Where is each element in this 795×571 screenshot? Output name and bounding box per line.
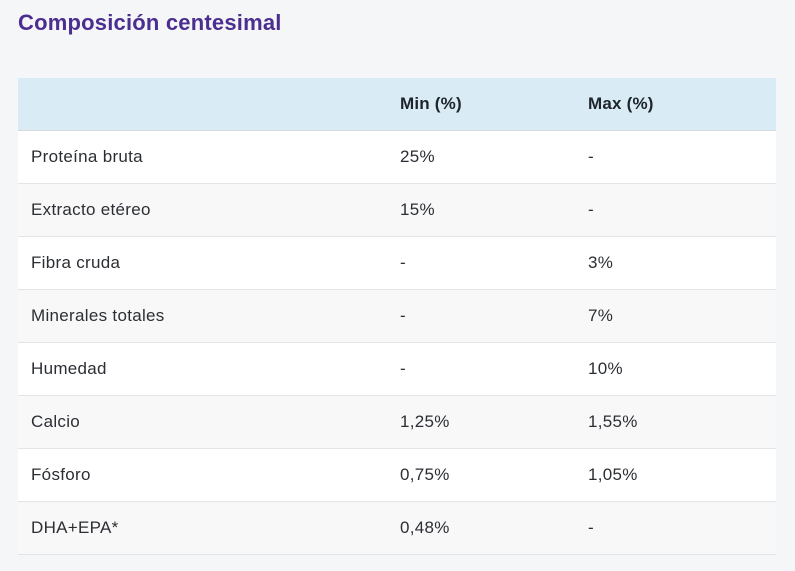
table-body: Proteína bruta 25% - Extracto etéreo 15%… (18, 130, 776, 555)
row-max: - (588, 501, 776, 555)
row-min: - (400, 236, 588, 290)
row-min: - (400, 289, 588, 343)
row-min: 25% (400, 130, 588, 184)
table-row: Extracto etéreo 15% - (18, 183, 776, 237)
header-cell-label (18, 78, 400, 131)
row-max: - (588, 130, 776, 184)
row-max: 1,05% (588, 448, 776, 502)
row-label: Minerales totales (18, 289, 400, 343)
row-min: 0,75% (400, 448, 588, 502)
table-row: Calcio 1,25% 1,55% (18, 395, 776, 449)
row-max: 1,55% (588, 395, 776, 449)
row-max: 10% (588, 342, 776, 396)
row-max: 3% (588, 236, 776, 290)
header-cell-min: Min (%) (400, 78, 588, 131)
table-row: Fósforo 0,75% 1,05% (18, 448, 776, 502)
row-label: Fibra cruda (18, 236, 400, 290)
row-label: Calcio (18, 395, 400, 449)
page-title: Composición centesimal (18, 10, 282, 35)
table-row: DHA+EPA* 0,48% - (18, 501, 776, 555)
table-row: Minerales totales - 7% (18, 289, 776, 343)
row-label: Extracto etéreo (18, 183, 400, 237)
row-label: Proteína bruta (18, 130, 400, 184)
row-min: 15% (400, 183, 588, 237)
row-label: DHA+EPA* (18, 501, 400, 555)
table-row: Proteína bruta 25% - (18, 130, 776, 184)
row-max: - (588, 183, 776, 237)
row-label: Humedad (18, 342, 400, 396)
row-max: 7% (588, 289, 776, 343)
row-min: 1,25% (400, 395, 588, 449)
table-row: Humedad - 10% (18, 342, 776, 396)
row-min: 0,48% (400, 501, 588, 555)
row-min: - (400, 342, 588, 396)
table-row: Fibra cruda - 3% (18, 236, 776, 290)
table-header: Min (%) Max (%) (18, 78, 776, 131)
composition-table: Min (%) Max (%) Proteína bruta 25% - Ext… (18, 78, 776, 555)
header-row: Min (%) Max (%) (18, 78, 776, 131)
row-label: Fósforo (18, 448, 400, 502)
header-cell-max: Max (%) (588, 78, 776, 131)
